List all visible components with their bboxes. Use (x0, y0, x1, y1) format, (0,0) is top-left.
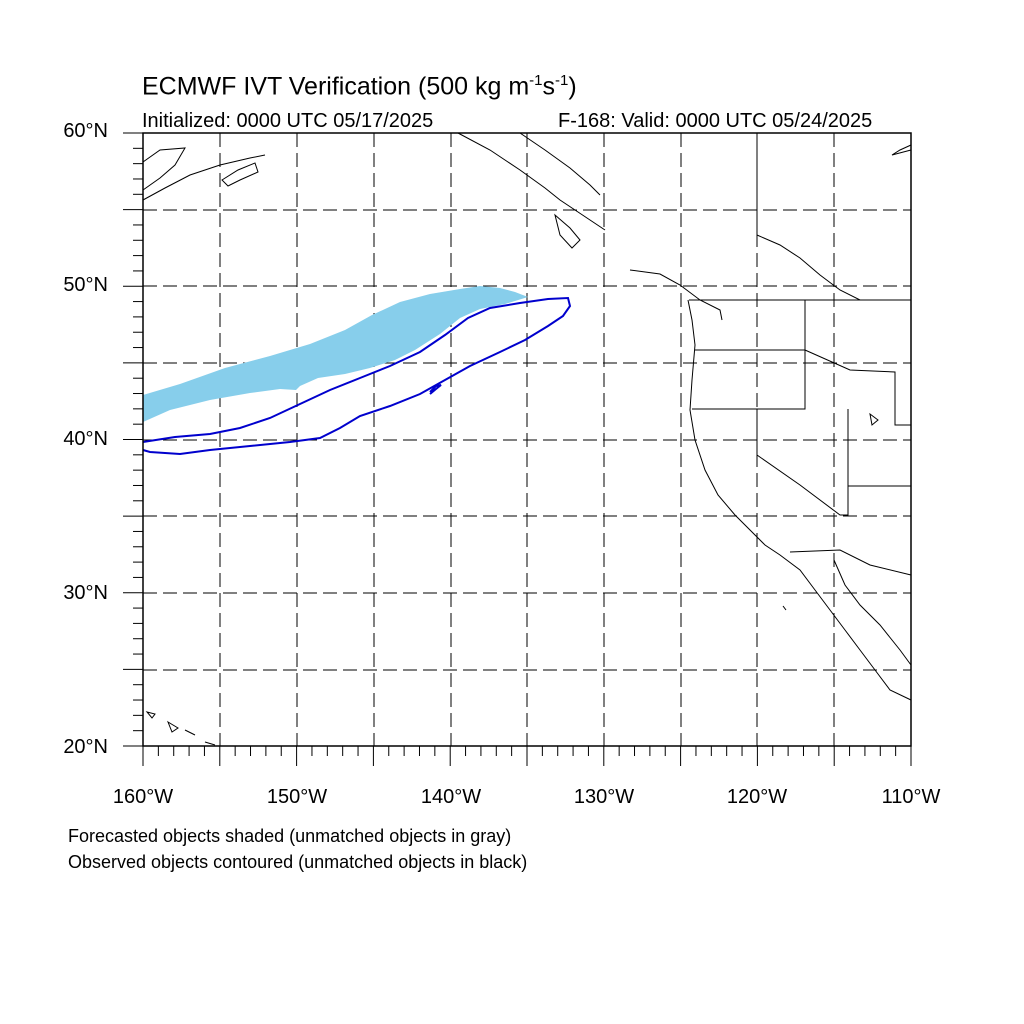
lon-label-140w: 140°W (420, 786, 482, 808)
note-forecast: Forecasted objects shaded (unmatched obj… (68, 826, 512, 846)
lon-label-150w: 150°W (266, 786, 328, 808)
note-observed: Observed objects contoured (unmatched ob… (68, 852, 528, 872)
map-title: ECMWF IVT Verification (500 kg m-1s-1) (142, 72, 577, 101)
lon-label-120w: 120°W (726, 786, 788, 808)
lat-label-20: 20°N (63, 736, 108, 758)
observed-object-north (142, 296, 572, 456)
coastlines (142, 132, 912, 746)
lat-label-30: 30°N (63, 582, 108, 604)
observed-object-north-inner (429, 384, 442, 395)
forecast-object (143, 286, 528, 422)
valid-time: F-168: Valid: 0000 UTC 05/24/2025 (558, 110, 873, 132)
lat-label-50: 50°N (63, 274, 108, 296)
lon-label-160w: 160°W (112, 786, 174, 808)
lat-label-60: 60°N (63, 120, 108, 142)
lon-label-110w: 110°W (881, 786, 941, 808)
lat-lon-grid (143, 133, 911, 746)
initialized-time: Initialized: 0000 UTC 05/17/2025 (142, 110, 434, 132)
lat-label-40: 40°N (63, 428, 108, 450)
axis-ticks (123, 132, 912, 766)
lon-label-130w: 130°W (573, 786, 635, 808)
